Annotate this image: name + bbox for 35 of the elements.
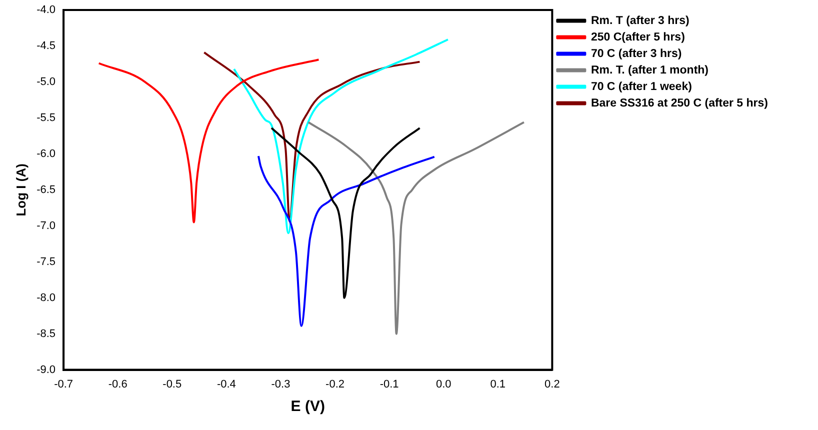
- x-tick-label: -0.1: [380, 378, 399, 390]
- line-series: [307, 121, 525, 335]
- y-tick-label: -7.0: [36, 220, 56, 232]
- legend-label: 70 C (after 1 week): [590, 80, 692, 93]
- x-tick-label: 0.0: [436, 378, 452, 390]
- legend-label: 70 C (after 3 hrs): [590, 48, 682, 60]
- legend-label: Rm. T. (after 1 month): [590, 64, 709, 76]
- y-tick-label: -5.5: [36, 112, 56, 124]
- y-tick-label: -7.5: [36, 256, 56, 268]
- legend-label: Rm. T (after 3 hrs): [590, 14, 690, 27]
- y-tick-label: -5.0: [36, 76, 56, 88]
- legend-label: Bare SS316 at 250 C (after 5 hrs): [590, 97, 768, 110]
- line-series: [233, 38, 449, 234]
- x-tick-label: -0.7: [54, 378, 74, 390]
- x-tick-label: -0.3: [271, 378, 290, 390]
- line-series: [257, 155, 436, 327]
- line-series: [203, 51, 421, 222]
- x-tick-label: -0.5: [162, 378, 182, 390]
- x-tick-label: -0.4: [216, 378, 236, 390]
- y-tick-label: -8.0: [36, 292, 56, 304]
- y-tick-label: -9.0: [36, 364, 56, 376]
- line-series: [270, 127, 421, 299]
- y-axis-title: Log I (A): [13, 164, 28, 216]
- line-series: [98, 58, 320, 224]
- y-tick-label: -8.5: [36, 328, 56, 340]
- x-tick-label: 0.2: [544, 378, 560, 390]
- x-tick-label: -0.2: [326, 378, 345, 390]
- y-tick-label: -4.5: [36, 40, 56, 52]
- y-tick-label: -6.0: [36, 148, 56, 160]
- y-tick-label: -6.5: [36, 184, 56, 196]
- x-axis-title: E (V): [290, 398, 325, 416]
- y-tick-label: -4.0: [36, 4, 56, 16]
- x-tick-label: 0.1: [490, 378, 506, 390]
- legend-label: 250 C(after 5 hrs): [590, 31, 686, 44]
- x-tick-label: -0.6: [108, 378, 128, 390]
